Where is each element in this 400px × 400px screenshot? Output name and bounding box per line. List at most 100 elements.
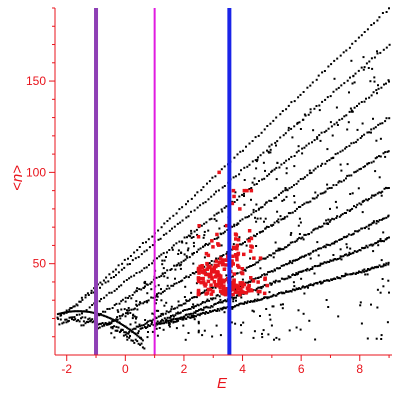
data-point	[84, 296, 87, 299]
data-point	[307, 284, 310, 287]
data-point	[371, 67, 374, 70]
data-point	[385, 238, 388, 241]
data-point	[249, 257, 252, 260]
data-point	[252, 234, 255, 237]
data-point	[205, 311, 208, 313]
data-point	[107, 323, 110, 326]
data-point	[181, 279, 184, 282]
data-point	[289, 241, 292, 244]
data-point	[382, 285, 385, 288]
data-point	[280, 264, 283, 267]
data-point	[131, 259, 134, 262]
data-point	[160, 299, 163, 302]
data-point	[195, 296, 198, 299]
data-point	[256, 298, 259, 301]
data-point	[74, 310, 77, 313]
data-point	[331, 157, 334, 159]
data-point	[295, 239, 298, 242]
data-point	[267, 226, 270, 228]
data-point	[285, 172, 288, 175]
data-point	[177, 249, 180, 252]
data-point	[356, 138, 359, 141]
data-point	[163, 317, 166, 320]
data-point	[291, 259, 294, 262]
data-point	[314, 167, 317, 170]
data-point	[287, 126, 290, 129]
data-point	[135, 300, 138, 303]
data-point	[79, 300, 82, 303]
data-point	[82, 320, 85, 323]
data-point	[101, 314, 104, 317]
data-point	[330, 259, 333, 262]
data-point	[158, 255, 161, 258]
data-point	[185, 317, 188, 320]
data-point	[251, 160, 254, 163]
data-point	[179, 311, 182, 314]
data-point	[124, 331, 127, 334]
data-point	[324, 190, 327, 193]
data-point	[196, 191, 199, 194]
data-point	[187, 247, 190, 250]
data-point	[320, 247, 323, 250]
data-point	[196, 233, 199, 236]
data-point	[171, 314, 174, 317]
data-point	[240, 331, 243, 334]
data-point	[336, 215, 339, 218]
data-point	[317, 264, 320, 267]
data-point	[326, 183, 329, 186]
data-point	[288, 290, 291, 293]
data-point	[107, 316, 110, 319]
data-point	[175, 242, 178, 245]
x-tick-label: 6	[298, 362, 305, 376]
data-point	[235, 294, 238, 297]
data-point	[182, 302, 185, 305]
data-point	[285, 108, 288, 111]
data-point	[140, 253, 143, 256]
data-point	[97, 323, 100, 326]
data-point	[374, 193, 377, 196]
data-point	[84, 316, 87, 319]
data-point	[291, 241, 294, 244]
data-point	[168, 322, 171, 325]
data-point	[308, 269, 311, 272]
data-point	[214, 302, 217, 305]
data-point	[247, 266, 250, 268]
data-point	[209, 310, 212, 313]
data-point	[280, 191, 283, 194]
data-point	[211, 286, 214, 289]
data-point	[357, 187, 360, 190]
data-point	[124, 296, 127, 299]
red-data-point	[213, 283, 218, 287]
data-point	[223, 206, 226, 209]
red-data-point	[221, 278, 225, 283]
data-point	[183, 236, 186, 239]
data-point	[92, 291, 95, 294]
data-point	[139, 327, 142, 330]
data-point	[154, 302, 157, 305]
data-point	[297, 272, 299, 275]
data-point	[113, 319, 116, 322]
data-point	[196, 250, 198, 253]
data-point	[137, 335, 140, 338]
data-point	[382, 48, 385, 51]
data-point	[340, 238, 343, 240]
data-point	[306, 267, 309, 270]
data-point	[65, 309, 68, 312]
data-point	[328, 220, 331, 223]
data-point	[216, 308, 219, 310]
data-point	[267, 150, 270, 153]
data-point	[368, 223, 371, 226]
data-point	[351, 207, 354, 210]
data-point	[356, 169, 359, 172]
data-point	[141, 327, 144, 330]
data-point	[204, 244, 206, 247]
data-point	[252, 336, 255, 339]
data-point	[178, 264, 181, 267]
data-point	[273, 252, 276, 255]
data-point	[123, 258, 126, 261]
data-point	[328, 159, 331, 162]
data-point	[334, 240, 337, 243]
data-point	[160, 253, 163, 256]
data-point	[200, 292, 203, 294]
red-data-point	[235, 247, 239, 251]
